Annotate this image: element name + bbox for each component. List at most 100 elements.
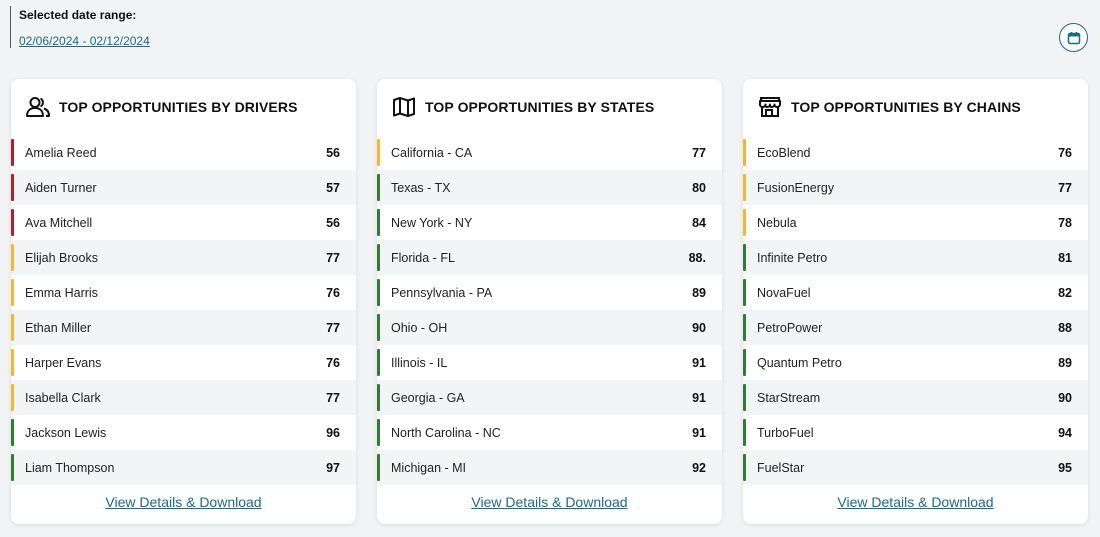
item-score: 77 [326, 320, 340, 335]
list-item[interactable]: NovaFuel 82 [743, 275, 1088, 310]
list-item[interactable]: Michigan - MI 92 [377, 450, 722, 485]
item-score: 90 [692, 320, 706, 335]
item-name: Infinite Petro [757, 250, 828, 265]
view-details-download-link[interactable]: View Details & Download [105, 494, 262, 510]
list-item[interactable]: PetroPower 88 [743, 310, 1088, 345]
item-score: 91 [692, 390, 706, 405]
item-name: Quantum Petro [757, 355, 842, 370]
date-range-link[interactable]: 02/06/2024 - 02/12/2024 [19, 34, 150, 48]
list-item[interactable]: Ava Mitchell 56 [11, 205, 356, 240]
item-score: 80 [692, 180, 706, 195]
item-name: Nebula [757, 215, 797, 230]
list-item[interactable]: Infinite Petro 81 [743, 240, 1088, 275]
item-name: Pennsylvania - PA [391, 285, 493, 300]
item-name: Harper Evans [25, 355, 102, 370]
list-item[interactable]: Liam Thompson 97 [11, 450, 356, 485]
list-item[interactable]: California - CA 77 [377, 135, 722, 170]
date-range: Selected date range: 02/06/2024 - 02/12/… [10, 6, 150, 48]
item-name: Liam Thompson [25, 460, 115, 475]
card-title: TOP OPPORTUNITIES BY CHAINS [791, 99, 1021, 115]
list-item[interactable]: Emma Harris 76 [11, 275, 356, 310]
status-indicator [743, 174, 746, 201]
status-indicator [377, 314, 380, 341]
status-indicator [11, 314, 14, 341]
list-item[interactable]: Illinois - IL 91 [377, 345, 722, 380]
item-name: NovaFuel [757, 285, 811, 300]
list-item[interactable]: Isabella Clark 77 [11, 380, 356, 415]
card-header: TOP OPPORTUNITIES BY STATES [377, 79, 722, 135]
status-indicator [743, 139, 746, 166]
list-item[interactable]: North Carolina - NC 91 [377, 415, 722, 450]
list-item[interactable]: Ohio - OH 90 [377, 310, 722, 345]
status-indicator [11, 349, 14, 376]
item-name: PetroPower [757, 320, 823, 335]
item-score: 76 [326, 285, 340, 300]
list-item[interactable]: TurboFuel 94 [743, 415, 1088, 450]
list-item[interactable]: StarStream 90 [743, 380, 1088, 415]
list-item[interactable]: Texas - TX 80 [377, 170, 722, 205]
status-indicator [377, 244, 380, 271]
status-indicator [377, 349, 380, 376]
status-indicator [743, 419, 746, 446]
item-score: 89 [692, 285, 706, 300]
status-indicator [11, 419, 14, 446]
calendar-button[interactable] [1059, 23, 1088, 52]
list-item[interactable]: Elijah Brooks 77 [11, 240, 356, 275]
item-score: 78 [1058, 215, 1072, 230]
item-name: California - CA [391, 145, 473, 160]
list-item[interactable]: FuelStar 95 [743, 450, 1088, 485]
item-name: North Carolina - NC [391, 425, 501, 440]
item-score: 56 [326, 145, 340, 160]
item-score: 56 [326, 215, 340, 230]
list-item[interactable]: Florida - FL 88. [377, 240, 722, 275]
item-score: 84 [692, 215, 706, 230]
item-name: Jackson Lewis [25, 425, 107, 440]
list-item[interactable]: Quantum Petro 89 [743, 345, 1088, 380]
item-score: 77 [692, 145, 706, 160]
status-indicator [377, 209, 380, 236]
card-drivers: TOP OPPORTUNITIES BY DRIVERS Amelia Reed… [11, 79, 356, 524]
card-header: TOP OPPORTUNITIES BY CHAINS [743, 79, 1088, 135]
list-item[interactable]: Ethan Miller 77 [11, 310, 356, 345]
list-item[interactable]: FusionEnergy 77 [743, 170, 1088, 205]
list-item[interactable]: Georgia - GA 91 [377, 380, 722, 415]
list-item[interactable]: EcoBlend 76 [743, 135, 1088, 170]
item-score: 57 [326, 180, 340, 195]
item-score: 91 [692, 355, 706, 370]
status-indicator [377, 384, 380, 411]
card-header: TOP OPPORTUNITIES BY DRIVERS [11, 79, 356, 135]
view-details-download-link[interactable]: View Details & Download [471, 494, 628, 510]
list-item[interactable]: Jackson Lewis 96 [11, 415, 356, 450]
status-indicator [11, 454, 14, 481]
status-indicator [11, 174, 14, 201]
item-score: 92 [692, 460, 706, 475]
item-name: Ethan Miller [25, 320, 91, 335]
list-item[interactable]: Nebula 78 [743, 205, 1088, 240]
item-name: New York - NY [391, 215, 473, 230]
item-name: Georgia - GA [391, 390, 465, 405]
status-indicator [11, 139, 14, 166]
item-score: 81 [1058, 250, 1072, 265]
status-indicator [11, 209, 14, 236]
item-name: Florida - FL [391, 250, 455, 265]
list-item[interactable]: New York - NY 84 [377, 205, 722, 240]
status-indicator [377, 419, 380, 446]
item-name: Illinois - IL [391, 355, 448, 370]
item-score: 91 [692, 425, 706, 440]
list-item[interactable]: Harper Evans 76 [11, 345, 356, 380]
item-name: Elijah Brooks [25, 250, 98, 265]
list-item[interactable]: Pennsylvania - PA 89 [377, 275, 722, 310]
status-indicator [11, 384, 14, 411]
item-score: 95 [1058, 460, 1072, 475]
item-name: TurboFuel [757, 425, 814, 440]
list-item[interactable]: Aiden Turner 57 [11, 170, 356, 205]
item-score: 76 [1058, 145, 1072, 160]
users-icon [25, 95, 51, 119]
status-indicator [743, 454, 746, 481]
status-indicator [743, 349, 746, 376]
item-name: Texas - TX [391, 180, 451, 195]
item-score: 96 [326, 425, 340, 440]
view-details-download-link[interactable]: View Details & Download [837, 494, 994, 510]
list-item[interactable]: Amelia Reed 56 [11, 135, 356, 170]
item-score: 76 [326, 355, 340, 370]
